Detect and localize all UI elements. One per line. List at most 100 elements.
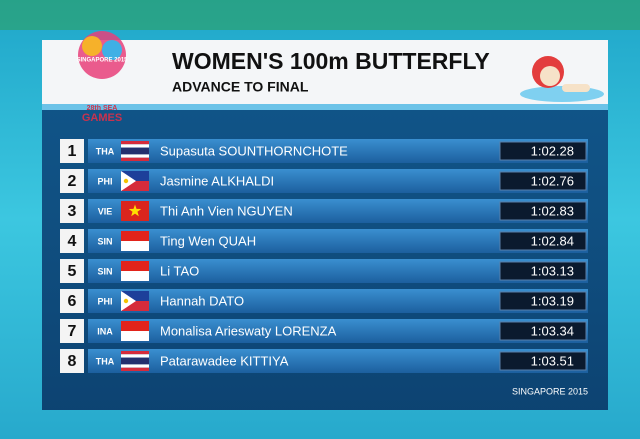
flag: [121, 351, 149, 371]
logo-mark: [102, 40, 122, 60]
rank-box: [60, 319, 84, 343]
time: 1:03.34: [531, 323, 574, 338]
flag-triangle: [121, 291, 136, 311]
athlete-name: Li TAO: [160, 263, 199, 278]
mascot-arm: [562, 84, 590, 92]
flag-stripe: [121, 291, 149, 301]
rank-box: [60, 139, 84, 163]
rank: 4: [68, 233, 77, 250]
flag-stripe: [121, 147, 149, 155]
flag-sun: [123, 298, 129, 304]
flag-stripe: [121, 364, 149, 368]
flag: [121, 231, 149, 251]
flag-stripe: [121, 154, 149, 158]
stands: [0, 0, 640, 30]
flag-sun: [123, 178, 129, 184]
flag-stripe: [121, 231, 149, 241]
flag-stripe: [121, 301, 149, 311]
flag: [121, 201, 149, 221]
logo-edition: 28th SEA: [87, 105, 118, 112]
rank-box: [60, 169, 84, 193]
flag: [121, 291, 149, 311]
mascot-water: [520, 86, 604, 102]
header-bar: [42, 40, 608, 104]
flag: [121, 321, 149, 341]
flag-stripe: [121, 367, 149, 371]
result-row: 4 SIN Ting Wen QUAH 1:02.84: [60, 229, 588, 253]
country-code: SIN: [97, 266, 112, 276]
flag-stripe: [121, 271, 149, 281]
result-row: 5 SIN Li TAO 1:03.13: [60, 259, 588, 283]
result-row: 6 PHI Hannah DATO 1:03.19: [60, 289, 588, 313]
rank: 5: [68, 263, 77, 280]
flag-stripe: [121, 354, 149, 358]
flag-stripe: [121, 171, 149, 181]
flag-stripe: [121, 241, 149, 251]
time: 1:03.51: [531, 353, 574, 368]
rank: 8: [68, 353, 77, 370]
flag-stripe: [121, 157, 149, 161]
time-box: [499, 291, 587, 311]
results-table: 1 THA Supasuta SOUNTHORNCHOTE 1:02.28 2 PHI Ja…: [60, 139, 588, 373]
rank-box: [60, 199, 84, 223]
time-box: [499, 231, 587, 251]
flag-stripe: [121, 141, 149, 145]
flag-stripe: [121, 351, 149, 355]
time-box: [499, 261, 587, 281]
athlete-name: Thi Anh Vien NGUYEN: [160, 203, 293, 218]
athlete-name: Monalisa Arieswaty LORENZA: [160, 323, 337, 338]
athlete-name: Ting Wen QUAH: [160, 233, 256, 248]
athlete-name: Patarawadee KITTIYA: [160, 353, 289, 368]
rank-box: [60, 289, 84, 313]
time-box: [499, 321, 587, 341]
country-code: PHI: [97, 176, 112, 186]
rank-box: [60, 259, 84, 283]
logo-mark: [82, 36, 102, 56]
rank: 1: [68, 143, 77, 160]
country-code: PHI: [97, 296, 112, 306]
time: 1:02.76: [531, 173, 574, 188]
subtitle: ADVANCE TO FINAL: [172, 79, 309, 95]
rank-box: [60, 349, 84, 373]
logo-top: SINGAPORE 2015: [76, 58, 128, 64]
country-code: INA: [97, 326, 113, 336]
flag-stripe: [121, 181, 149, 191]
rank: 3: [68, 203, 77, 220]
country-code: THA: [96, 146, 115, 156]
flag: [121, 261, 149, 281]
country-code: SIN: [97, 236, 112, 246]
time-box: [499, 351, 587, 371]
rank: 7: [68, 323, 77, 340]
flag: [121, 171, 149, 191]
time: 1:02.28: [531, 143, 574, 158]
time-box: [499, 141, 587, 161]
rank: 6: [68, 293, 77, 310]
flag-stripe: [121, 331, 149, 341]
athlete-name: Jasmine ALKHALDI: [160, 173, 274, 188]
time: 1:03.13: [531, 263, 574, 278]
flag-stripe: [121, 261, 149, 271]
mascot-face: [540, 66, 560, 86]
time: 1:02.84: [531, 233, 574, 248]
time: 1:03.19: [531, 293, 574, 308]
logo: SINGAPORE 2015 28th SEA GAMES: [76, 31, 128, 124]
flag-stripe: [121, 321, 149, 331]
rank: 2: [68, 173, 77, 190]
country-code: VIE: [98, 206, 113, 216]
result-row: 3 VIE Thi Anh Vien NGUYEN 1:02.83: [60, 199, 588, 223]
title: WOMEN'S 100m BUTTERFLY: [172, 48, 490, 74]
flag-stripe: [121, 144, 149, 148]
flag-stripe: [121, 357, 149, 365]
flag-triangle: [121, 171, 136, 191]
mascot: [520, 56, 604, 102]
time-box: [499, 201, 587, 221]
header-stripe: [42, 104, 608, 110]
rank-box: [60, 229, 84, 253]
logo-games: GAMES: [82, 112, 122, 124]
flag: [121, 141, 149, 161]
athlete-name: Hannah DATO: [160, 293, 244, 308]
country-code: THA: [96, 356, 115, 366]
time: 1:02.83: [531, 203, 574, 218]
time-box: [499, 171, 587, 191]
result-row: 1 THA Supasuta SOUNTHORNCHOTE 1:02.28: [60, 139, 588, 163]
